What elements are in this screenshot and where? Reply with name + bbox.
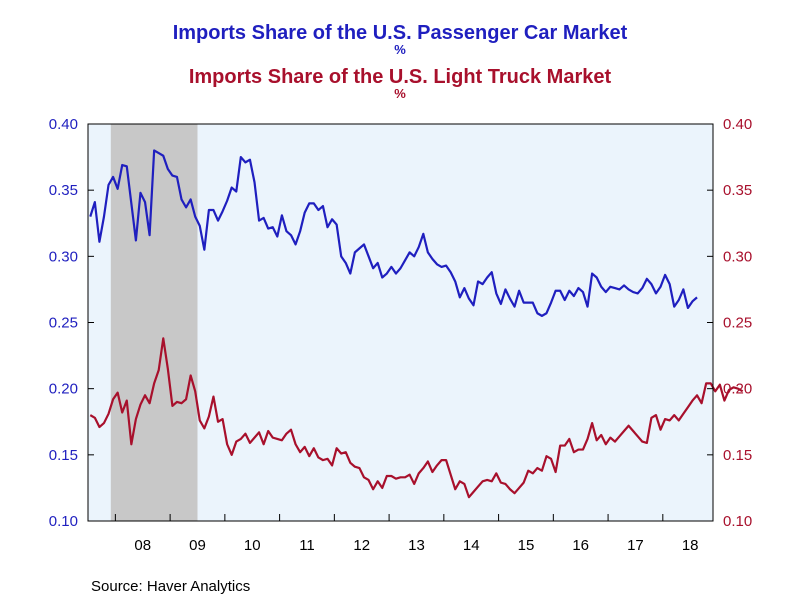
y-left-tick-label: 0.15 [49,447,78,464]
x-tick-label: 14 [463,537,480,554]
y-left-tick-label: 0.25 [49,315,78,332]
x-tick-label: 08 [134,537,151,554]
y-right-tick-label: 0.25 [723,315,752,332]
x-tick-label: 11 [299,537,315,554]
x-tick-label: 10 [244,537,261,554]
source-note: Source: Haver Analytics [91,578,251,595]
x-tick-label: 18 [682,537,699,554]
y-left-tick-label: 0.20 [49,381,78,398]
chart-subtitle-unit: % [394,86,406,101]
y-left-tick-label: 0.30 [49,248,78,265]
x-tick-label: 15 [518,537,535,554]
x-tick-label: 17 [627,537,644,554]
y-right-tick-label: 0.15 [723,447,752,464]
y-right-tick-label: 0.20 [723,381,752,398]
chart-title-unit: % [394,42,406,57]
x-tick-label: 12 [353,537,370,554]
y-right-tick-label: 0.40 [723,116,752,133]
chart-title: Imports Share of the U.S. Passenger Car … [172,22,628,44]
y-right-tick-label: 0.30 [723,248,752,265]
y-left-tick-label: 0.40 [49,116,78,133]
y-right-tick-label: 0.10 [723,513,752,530]
x-tick-label: 09 [189,537,206,554]
y-left-tick-label: 0.10 [49,513,78,530]
x-tick-label: 13 [408,537,425,554]
x-tick-label: 16 [572,537,589,554]
light-truck-share-line [89,337,744,499]
chart-subtitle: Imports Share of the U.S. Light Truck Ma… [188,66,612,88]
passenger-car-share-line [89,149,698,317]
y-left-tick-label: 0.35 [49,182,78,199]
recession-shading [110,124,198,521]
y-right-tick-label: 0.35 [723,182,752,199]
